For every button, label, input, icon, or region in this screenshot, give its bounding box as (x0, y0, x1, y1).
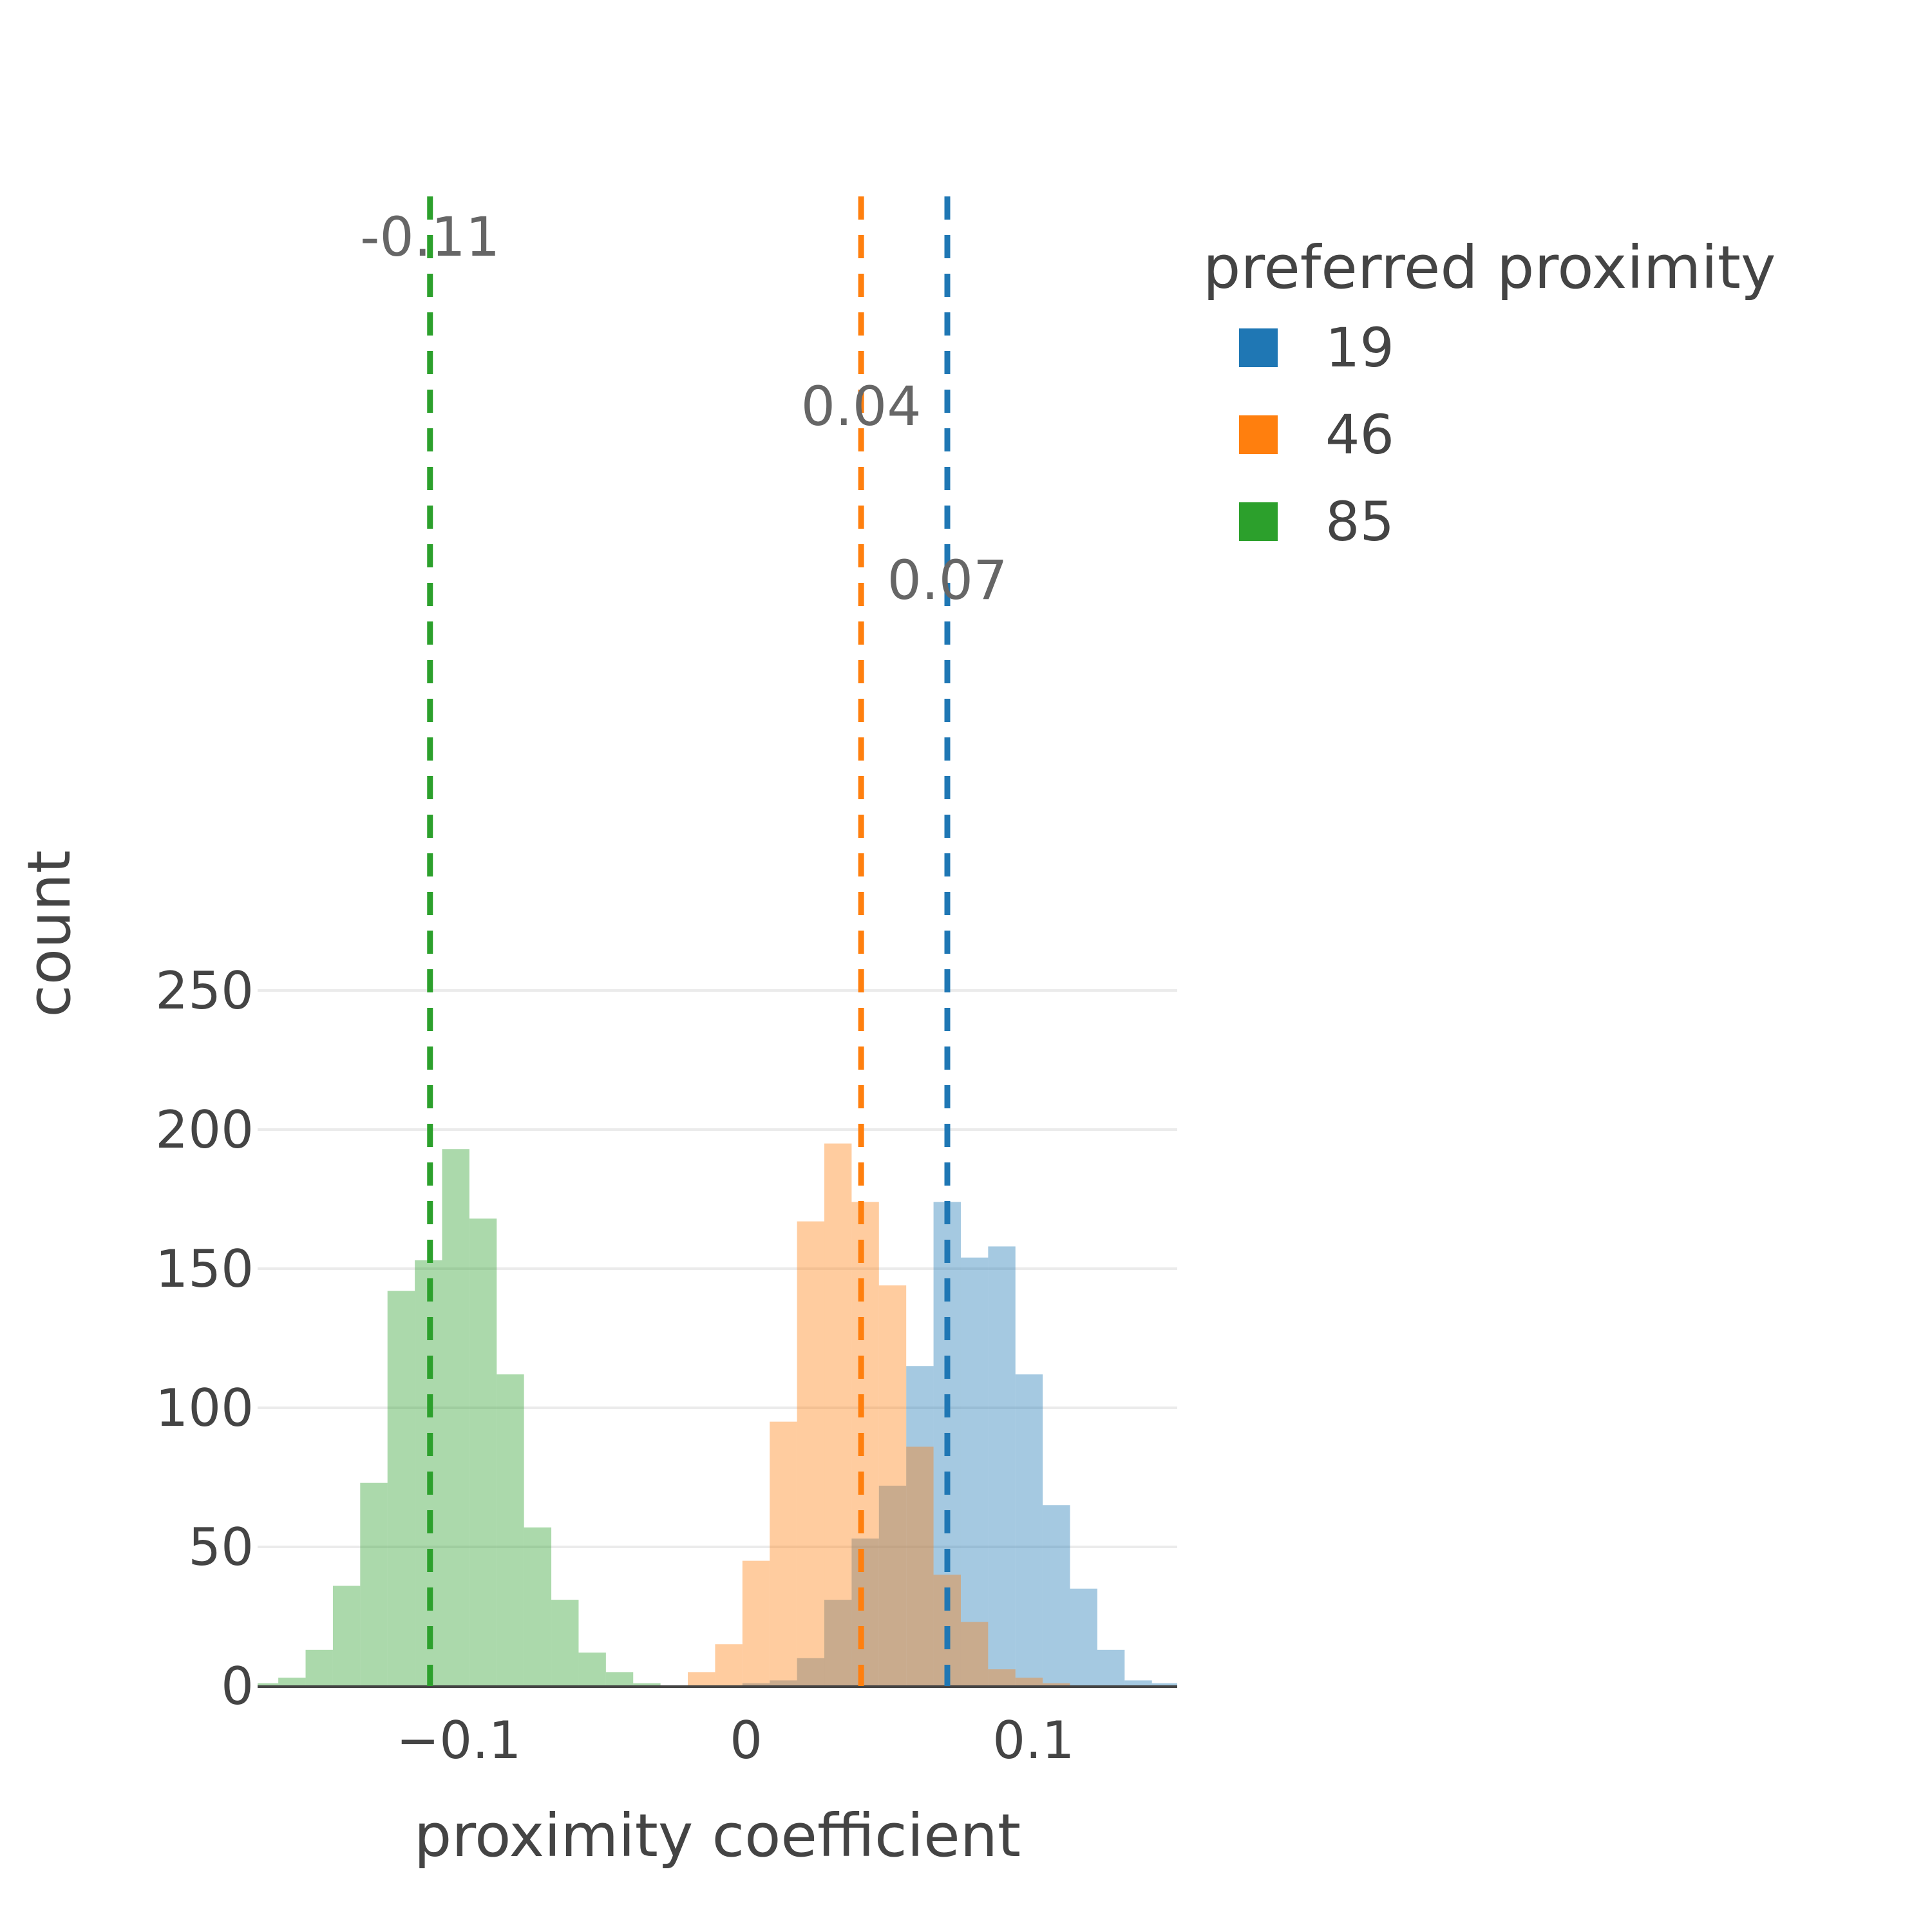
bar-series-19 (1015, 1374, 1043, 1686)
bar-series-85 (605, 1672, 634, 1686)
bar-series-19 (1043, 1505, 1070, 1686)
histogram-bars (258, 1143, 1177, 1686)
bar-series-85 (360, 1482, 388, 1686)
x-axis-label: proximity coefficient (414, 1801, 1021, 1870)
legend-label-19: 19 (1325, 316, 1394, 379)
x-tick-label: −0.1 (396, 1710, 521, 1770)
bar-series-46 (742, 1560, 770, 1686)
y-tick-label: 250 (155, 961, 254, 1021)
bar-series-46 (770, 1421, 797, 1686)
bar-series-85 (332, 1586, 361, 1686)
bar-series-46 (1015, 1678, 1043, 1686)
legend-label-85: 85 (1325, 490, 1394, 553)
legend-label-46: 46 (1325, 403, 1394, 466)
bar-series-19 (742, 1683, 770, 1686)
mean-label-46: 0.04 (801, 375, 922, 438)
grid (258, 989, 1177, 1548)
bar-series-46 (878, 1285, 907, 1686)
bar-series-19 (960, 1257, 989, 1686)
legend-swatch-46 (1239, 415, 1278, 454)
bar-series-85 (442, 1149, 469, 1686)
bar-series-19 (988, 1246, 1016, 1686)
bar-series-85 (258, 1683, 279, 1686)
bar-series-19 (878, 1485, 907, 1686)
bar-series-46 (797, 1221, 825, 1686)
bar-series-85 (278, 1678, 306, 1686)
bar-series-85 (497, 1374, 524, 1686)
bar-series-85 (551, 1600, 579, 1686)
bar-series-19 (906, 1366, 934, 1686)
bar-series-19 (1097, 1649, 1125, 1686)
legend-swatch-85 (1239, 502, 1278, 541)
bar-series-85 (524, 1527, 552, 1686)
bar-series-46 (851, 1202, 879, 1686)
bar-series-19 (797, 1658, 825, 1686)
bar-series-85 (387, 1291, 415, 1686)
y-tick-label: 200 (155, 1100, 254, 1160)
bar-series-19 (851, 1539, 879, 1686)
legend: preferred proximity 19 46 85 (1203, 233, 1776, 553)
bar-series-19 (1070, 1588, 1097, 1686)
bar-series-46 (824, 1143, 852, 1686)
y-tick-label: 100 (155, 1378, 254, 1438)
y-tick-label: 50 (188, 1517, 254, 1577)
mean-label-85: -0.11 (360, 205, 500, 269)
legend-title: preferred proximity (1203, 233, 1776, 302)
bar-series-85 (633, 1683, 661, 1686)
bar-series-46 (1043, 1683, 1070, 1686)
bar-series-46 (906, 1446, 934, 1686)
x-tick-label: 0 (730, 1710, 762, 1770)
tick-labels: −0.1 0 0.1 0 50 100 150 200 250 (155, 961, 1074, 1770)
bar-series-19 (770, 1680, 797, 1686)
bar-series-19 (824, 1600, 852, 1686)
bar-series-46 (960, 1622, 989, 1686)
mean-label-19: 0.07 (887, 549, 1007, 612)
x-tick-label: 0.1 (992, 1710, 1074, 1770)
y-tick-label: 0 (221, 1656, 254, 1716)
mean-lines: 0.07 0.04 -0.11 (360, 196, 1008, 1686)
y-tick-label: 150 (155, 1239, 254, 1299)
bar-series-46 (688, 1672, 715, 1686)
bar-series-85 (469, 1218, 497, 1686)
bar-series-46 (715, 1644, 743, 1686)
bar-series-85 (578, 1653, 606, 1686)
y-axis-label: count (15, 850, 84, 1018)
legend-swatch-19 (1239, 328, 1278, 367)
bar-series-19 (1151, 1683, 1177, 1686)
bar-series-46 (988, 1669, 1016, 1686)
bar-series-85 (305, 1649, 333, 1686)
bar-series-19 (1124, 1680, 1152, 1686)
